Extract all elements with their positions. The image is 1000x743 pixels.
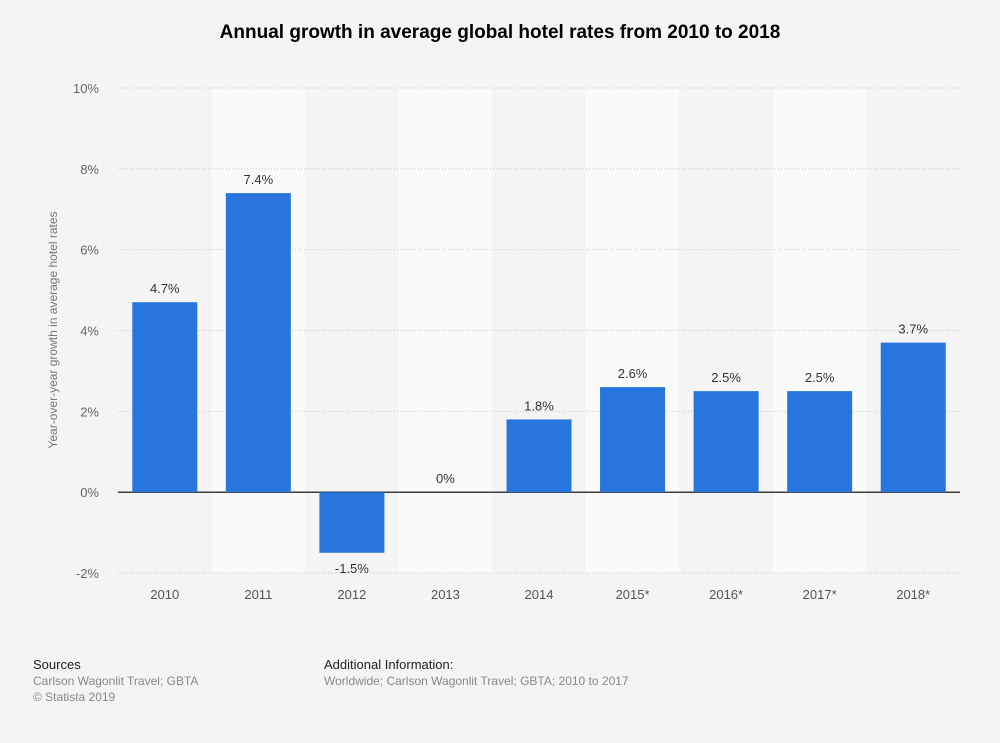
bar	[319, 492, 385, 553]
y-tick-label: 4%	[80, 324, 99, 339]
additional-info-text: Worldwide; Carlson Wagonlit Travel; GBTA…	[324, 674, 629, 688]
data-label: -1.5%	[335, 561, 369, 576]
data-label: 2.5%	[805, 370, 835, 385]
bar	[506, 419, 572, 493]
data-label: 2.5%	[711, 370, 741, 385]
sources-heading: Sources	[33, 657, 81, 672]
y-tick-label: -2%	[76, 566, 100, 581]
column-band	[585, 88, 680, 573]
y-tick-label: 2%	[80, 404, 99, 419]
x-tick-label: 2016*	[709, 587, 743, 602]
x-tick-label: 2018*	[896, 587, 930, 602]
bar	[225, 193, 291, 493]
bar-chart: 4.7% 7.4% -1.5% 0% 1.8% 2.6% 2.5% 2.5% 3.7% -2% 0…	[46, 81, 960, 602]
data-label: 0%	[436, 471, 455, 486]
data-label: 7.4%	[244, 172, 274, 187]
x-tick-label: 2010	[150, 587, 179, 602]
data-label: 4.7%	[150, 281, 180, 296]
y-tick-label: 10%	[73, 81, 99, 96]
data-label: 1.8%	[524, 398, 554, 413]
column-band	[772, 88, 867, 573]
additional-info-block: Additional Information: Worldwide; Carls…	[324, 657, 629, 689]
x-tick-label: 2012	[337, 587, 366, 602]
y-tick-label: 0%	[80, 485, 99, 500]
chart-title: Annual growth in average global hotel ra…	[219, 22, 781, 43]
bar	[880, 342, 946, 493]
y-axis-label: Year-over-year growth in average hotel r…	[46, 211, 60, 448]
copyright: © Statista 2019	[33, 690, 116, 704]
x-tick-label: 2014	[525, 587, 554, 602]
x-tick-label: 2013	[431, 587, 460, 602]
bar	[600, 387, 666, 493]
data-label: 3.7%	[898, 322, 928, 337]
x-tick-label: 2015*	[616, 587, 650, 602]
bar	[132, 302, 198, 493]
x-tick-label: 2011	[244, 587, 272, 602]
data-label: 2.6%	[618, 366, 648, 381]
y-tick-label: 8%	[80, 162, 99, 177]
bar	[693, 391, 759, 493]
bar	[787, 391, 853, 493]
additional-info-heading: Additional Information:	[324, 657, 454, 672]
y-tick-label: 6%	[80, 243, 99, 258]
sources-block: Sources Carlson Wagonlit Travel; GBTA © …	[33, 657, 198, 705]
x-tick-label: 2017*	[803, 587, 837, 602]
sources-text: Carlson Wagonlit Travel; GBTA	[33, 674, 199, 688]
